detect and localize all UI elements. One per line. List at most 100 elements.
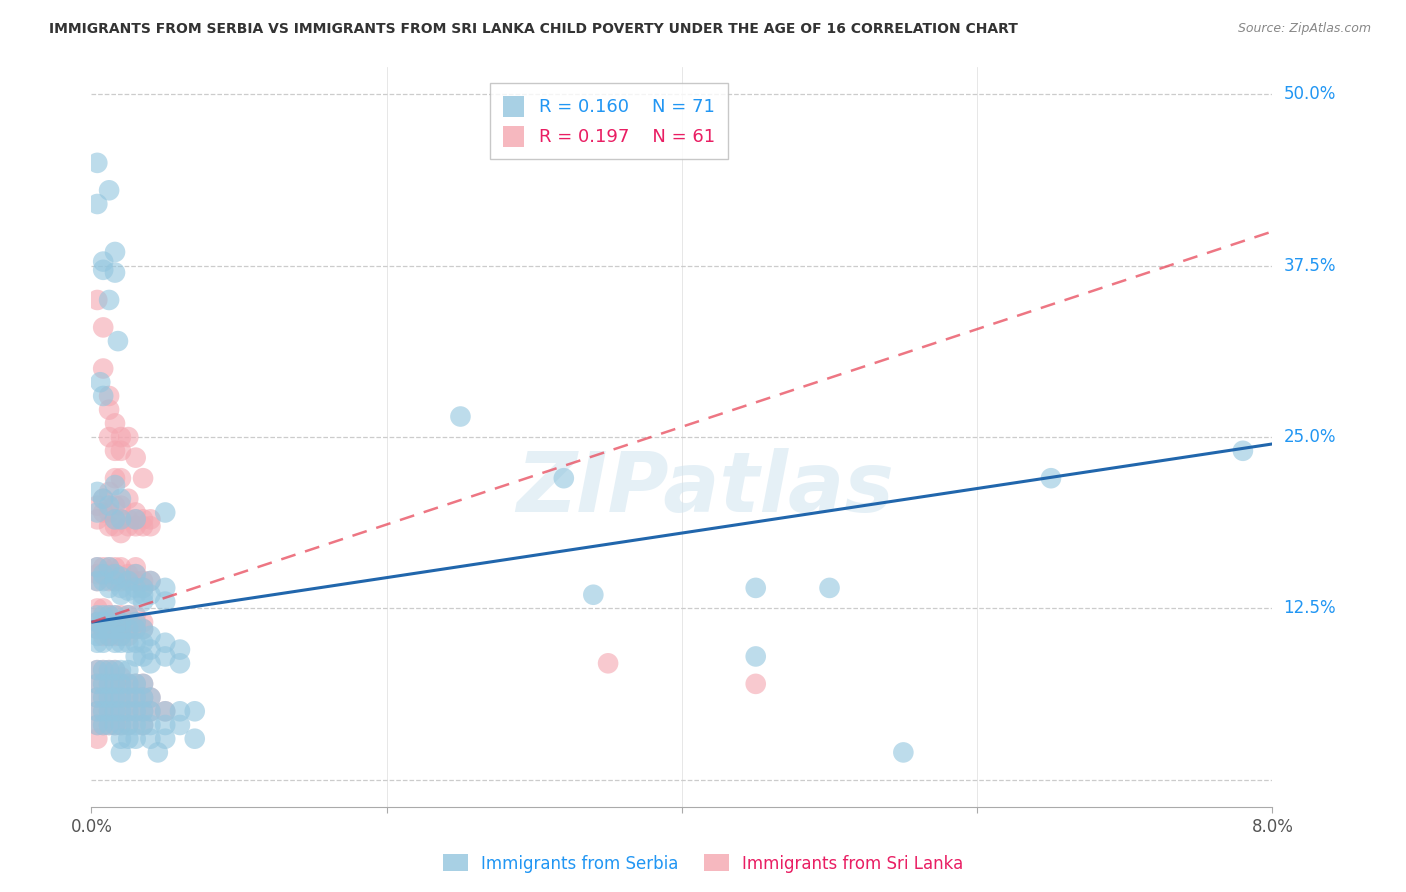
Point: [110, 588, 132, 602]
Point: [86, 197, 108, 211]
Point: [98, 567, 121, 582]
Point: [104, 567, 127, 582]
Point: [104, 629, 127, 643]
Point: [86, 560, 108, 574]
Point: [132, 622, 155, 636]
Point: [110, 746, 132, 760]
Point: [98, 499, 121, 513]
Point: [124, 704, 148, 718]
Point: [124, 636, 148, 650]
Point: [153, 506, 177, 520]
Point: [169, 718, 191, 732]
Point: [124, 615, 148, 630]
Point: [132, 574, 155, 588]
Point: [104, 574, 127, 588]
Point: [91, 574, 114, 588]
Point: [110, 574, 132, 588]
Point: [139, 657, 162, 671]
Point: [110, 677, 132, 691]
Point: [132, 690, 155, 705]
Point: [745, 581, 768, 595]
Point: [117, 491, 139, 506]
Point: [91, 615, 114, 630]
Point: [98, 574, 121, 588]
Text: ZIPatlas: ZIPatlas: [516, 449, 894, 530]
Point: [169, 642, 191, 657]
Point: [98, 608, 121, 623]
Point: [104, 244, 127, 259]
Point: [104, 690, 127, 705]
Point: [110, 629, 132, 643]
Point: [98, 608, 121, 623]
Point: [104, 718, 127, 732]
Point: [98, 690, 121, 705]
Point: [104, 704, 127, 718]
Point: [132, 615, 155, 630]
Point: [110, 670, 132, 684]
Point: [110, 430, 132, 444]
Point: [86, 156, 108, 170]
Point: [132, 594, 155, 608]
Point: [139, 588, 162, 602]
Point: [110, 731, 132, 746]
Point: [153, 704, 177, 718]
Point: [98, 704, 121, 718]
Point: [117, 690, 139, 705]
Point: [91, 567, 114, 582]
Point: [124, 519, 148, 533]
Point: [110, 718, 132, 732]
Point: [91, 690, 114, 705]
Point: [117, 608, 139, 623]
Point: [124, 622, 148, 636]
Point: [86, 622, 108, 636]
Point: [86, 636, 108, 650]
Point: [139, 704, 162, 718]
Point: [110, 690, 132, 705]
Point: [124, 512, 148, 526]
Point: [86, 704, 108, 718]
Point: [98, 581, 121, 595]
Point: [132, 471, 155, 485]
Point: [139, 574, 162, 588]
Point: [153, 649, 177, 664]
Point: [132, 581, 155, 595]
Point: [104, 519, 127, 533]
Point: [110, 471, 132, 485]
Point: [745, 649, 768, 664]
Point: [104, 677, 127, 691]
Point: [139, 629, 162, 643]
Point: [117, 583, 139, 598]
Point: [124, 560, 148, 574]
Point: [86, 622, 108, 636]
Point: [91, 663, 114, 677]
Point: [86, 601, 108, 615]
Point: [104, 663, 127, 677]
Text: 25.0%: 25.0%: [1284, 428, 1336, 446]
Point: [104, 622, 127, 636]
Point: [86, 608, 108, 623]
Point: [104, 608, 127, 623]
Point: [98, 663, 121, 677]
Point: [117, 718, 139, 732]
Point: [124, 622, 148, 636]
Point: [117, 567, 139, 582]
Point: [98, 622, 121, 636]
Point: [124, 690, 148, 705]
Point: [124, 588, 148, 602]
Point: [91, 677, 114, 691]
Point: [104, 608, 127, 623]
Point: [183, 731, 207, 746]
Text: 12.5%: 12.5%: [1284, 599, 1336, 617]
Point: [91, 560, 114, 574]
Point: [132, 588, 155, 602]
Point: [104, 266, 127, 280]
Point: [91, 389, 114, 403]
Point: [117, 731, 139, 746]
Point: [117, 677, 139, 691]
Point: [124, 704, 148, 718]
Legend: R = 0.160    N = 71, R = 0.197    N = 61: R = 0.160 N = 71, R = 0.197 N = 61: [491, 83, 728, 160]
Point: [86, 677, 108, 691]
Point: [104, 512, 127, 526]
Point: [124, 731, 148, 746]
Point: [86, 293, 108, 307]
